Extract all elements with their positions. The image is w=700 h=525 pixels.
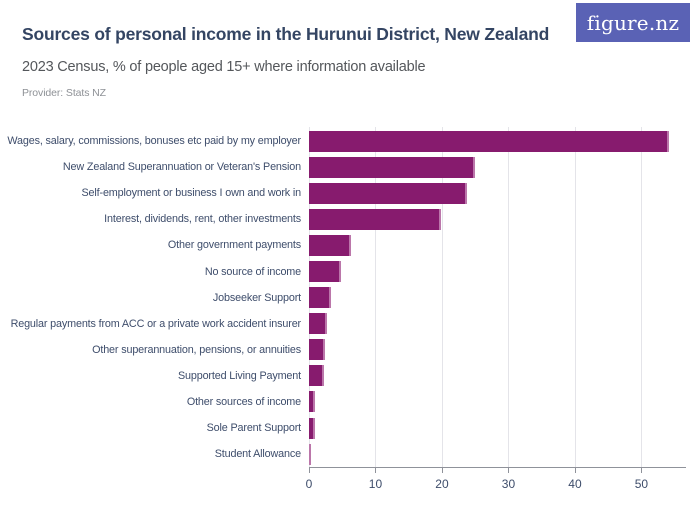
axis-tick-label: 40 xyxy=(568,477,582,491)
category-label: Other sources of income xyxy=(186,395,301,408)
bar-track xyxy=(309,365,700,387)
bar-track xyxy=(309,182,700,204)
category-label: Student Allowance xyxy=(214,448,301,461)
bar-row: Regular payments from ACC or a private w… xyxy=(0,311,700,337)
bar[interactable] xyxy=(309,234,351,256)
bar-track xyxy=(309,313,700,335)
bar-track xyxy=(309,261,700,283)
chart-subtitle: 2023 Census, % of people aged 15+ where … xyxy=(22,59,426,75)
gridline xyxy=(375,127,377,467)
bar[interactable] xyxy=(309,365,325,387)
chart-title: Sources of personal income in the Hurunu… xyxy=(22,24,550,44)
gridline xyxy=(508,127,510,467)
bar[interactable] xyxy=(309,287,331,309)
bar-row: Student Allowance xyxy=(0,441,700,467)
bar-row: Other government payments xyxy=(0,232,700,258)
category-label: Other superannuation, pensions, or annui… xyxy=(92,343,301,356)
bar-track xyxy=(309,208,700,230)
gridline xyxy=(441,127,443,467)
x-axis-line xyxy=(309,467,686,468)
provider-credit: Provider: Stats NZ xyxy=(22,87,106,99)
category-label: Self-employment or business I own and wo… xyxy=(81,187,302,200)
axis-tick-label: 10 xyxy=(368,477,383,491)
category-label: Jobseeker Support xyxy=(212,291,301,304)
bar[interactable] xyxy=(309,313,327,335)
bar-row: Interest, dividends, rent, other investm… xyxy=(0,206,700,232)
bar[interactable] xyxy=(309,156,475,178)
axis-tick-label: 20 xyxy=(435,477,449,491)
axis-tick-label: 0 xyxy=(305,477,313,491)
axis-tick xyxy=(641,468,643,473)
category-label: Regular payments from ACC or a private w… xyxy=(10,317,302,330)
category-label: Sole Parent Support xyxy=(206,422,302,435)
bar[interactable] xyxy=(309,339,325,361)
bar-row: Supported Living Payment xyxy=(0,363,700,389)
bar-row: Jobseeker Support xyxy=(0,285,700,311)
bar-track xyxy=(309,130,700,152)
bar-row: Other superannuation, pensions, or annui… xyxy=(0,337,700,363)
bar-track xyxy=(309,287,700,309)
category-label: Supported Living Payment xyxy=(177,369,301,382)
bar-rows: Wages, salary, commissions, bonuses etc … xyxy=(0,128,700,467)
bar-row: Sole Parent Support xyxy=(0,415,700,441)
bar[interactable] xyxy=(309,417,315,439)
figure-nz-logo[interactable]: figure.nz xyxy=(576,3,690,42)
bar[interactable] xyxy=(309,443,311,465)
bar-row: No source of income xyxy=(0,258,700,284)
bar-track xyxy=(309,339,700,361)
axis-tick xyxy=(441,468,443,473)
bar-row: New Zealand Superannuation or Veteran's … xyxy=(0,154,700,180)
plot-area: 0 10 20 30 40 50 xyxy=(0,127,700,525)
axis-tick xyxy=(508,468,510,473)
bar[interactable] xyxy=(309,261,341,283)
bar[interactable] xyxy=(309,182,467,204)
bar-track xyxy=(309,391,700,413)
bar-track xyxy=(309,234,700,256)
category-label: New Zealand Superannuation or Veteran's … xyxy=(62,161,301,174)
axis-tick-label: 30 xyxy=(501,477,516,491)
bar-row: Other sources of income xyxy=(0,389,700,415)
bar-row: Self-employment or business I own and wo… xyxy=(0,180,700,206)
axis-tick xyxy=(309,468,310,473)
axis-tick xyxy=(574,468,576,473)
bar-track xyxy=(309,417,700,439)
bar[interactable] xyxy=(309,391,315,413)
axis-tick-label: 50 xyxy=(634,477,649,491)
bar-track xyxy=(309,156,700,178)
category-label: No source of income xyxy=(204,265,301,278)
gridline xyxy=(641,127,643,467)
category-label: Interest, dividends, rent, other investm… xyxy=(104,213,301,226)
figure-nz-logo-text: figure.nz xyxy=(586,10,680,35)
bar-track xyxy=(309,443,700,465)
axis-tick xyxy=(375,468,377,473)
category-label: Other government payments xyxy=(167,239,301,252)
bar[interactable] xyxy=(309,130,670,152)
category-label: Wages, salary, commissions, bonuses etc … xyxy=(7,135,301,148)
bar-row: Wages, salary, commissions, bonuses etc … xyxy=(0,128,700,154)
bar[interactable] xyxy=(309,208,442,230)
gridline xyxy=(574,127,576,467)
